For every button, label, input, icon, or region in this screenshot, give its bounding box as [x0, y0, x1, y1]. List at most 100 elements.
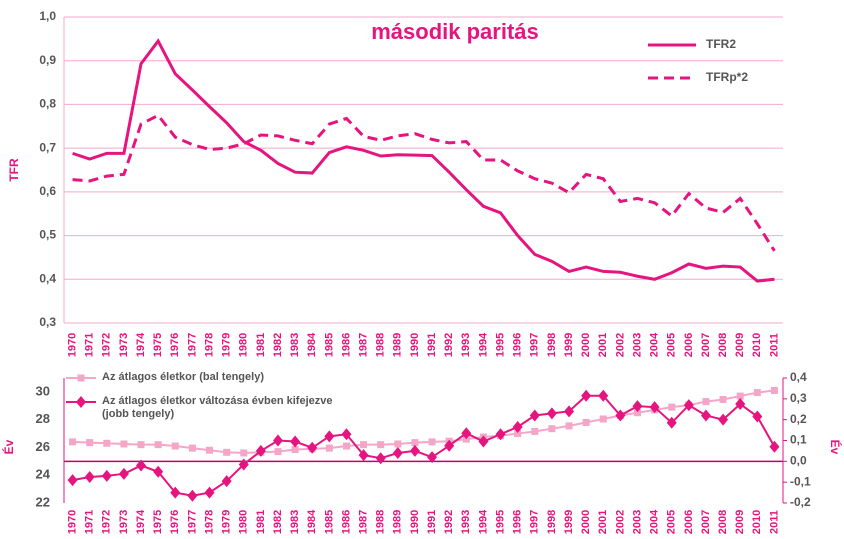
- marker: [411, 439, 419, 447]
- marker: [683, 399, 694, 412]
- x-tick-label: 1978: [203, 510, 215, 534]
- marker: [735, 398, 746, 411]
- marker: [67, 474, 78, 487]
- x-tick-label: 1979: [221, 333, 233, 357]
- marker: [599, 415, 607, 423]
- x-tick-label: 1976: [169, 510, 181, 534]
- marker: [255, 444, 266, 457]
- marker: [392, 447, 403, 459]
- marker: [478, 435, 489, 448]
- series-line: [72, 38, 775, 283]
- x-tick-label: 1974: [135, 332, 147, 357]
- x-tick-label: 1971: [84, 333, 96, 357]
- marker: [358, 449, 369, 462]
- y2-tick-label: -0,2: [790, 495, 811, 509]
- marker: [770, 387, 778, 394]
- marker: [700, 409, 711, 422]
- x-tick-label: 2011: [768, 333, 780, 357]
- y-tick-label: 0,8: [39, 97, 56, 111]
- x-tick-label: 2008: [717, 333, 729, 357]
- marker: [153, 465, 164, 478]
- x-tick-label: 1991: [426, 510, 438, 534]
- marker: [598, 389, 609, 402]
- x-tick-label: 1981: [255, 510, 267, 534]
- x-tick-label: 2009: [734, 510, 746, 534]
- x-tick-label: 2007: [700, 333, 712, 357]
- x-tick-label: 1987: [357, 510, 369, 534]
- x-tick-label: 1997: [529, 510, 541, 534]
- x-tick-label: 1982: [272, 333, 284, 357]
- x-tick-label: 2005: [666, 510, 678, 534]
- marker: [187, 489, 198, 502]
- legend-label: TFR2: [706, 37, 736, 51]
- x-tick-label: 1976: [169, 333, 181, 357]
- marker: [512, 420, 523, 433]
- y-tick-label: 0,5: [39, 228, 56, 242]
- x-tick-label: 1988: [375, 333, 387, 357]
- x-tick-label: 1997: [529, 333, 541, 357]
- y-tick-label: 0,7: [39, 140, 56, 154]
- y-tick-label: 0,9: [39, 53, 56, 67]
- x-tick-label: 2003: [631, 510, 643, 534]
- marker: [188, 444, 196, 452]
- y-tick-label: 1,0: [39, 9, 56, 23]
- marker: [409, 444, 420, 457]
- x-tick-label: 2004: [649, 332, 661, 357]
- x-tick-label: 1986: [340, 510, 352, 534]
- y-axis-label: Év: [1, 439, 16, 454]
- x-tick-label: 1999: [563, 510, 575, 534]
- marker: [649, 401, 660, 414]
- x-tick-label: 1972: [101, 333, 113, 357]
- marker: [272, 434, 283, 447]
- legend-label: TFRp*2: [706, 70, 748, 84]
- marker: [564, 405, 575, 418]
- marker: [377, 441, 385, 449]
- marker: [84, 470, 95, 483]
- x-tick-label: 2009: [734, 333, 746, 357]
- marker: [581, 389, 592, 402]
- marker: [769, 440, 780, 453]
- marker: [240, 449, 248, 457]
- x-tick-label: 1974: [135, 509, 147, 534]
- marker: [120, 440, 128, 448]
- marker: [221, 475, 232, 488]
- x-tick-label: 1989: [392, 510, 404, 534]
- marker: [170, 486, 181, 499]
- x-tick-label: 2007: [700, 510, 712, 534]
- marker: [171, 442, 179, 450]
- x-tick-label: 1985: [323, 510, 335, 534]
- x-tick-label: 1970: [66, 333, 78, 357]
- y-tick-label: 24: [36, 467, 51, 482]
- marker: [103, 439, 111, 447]
- marker: [204, 486, 215, 499]
- marker: [375, 452, 386, 465]
- marker: [342, 442, 350, 450]
- series-line: [72, 113, 776, 252]
- marker: [666, 416, 677, 429]
- x-tick-label: 1992: [443, 510, 455, 534]
- marker: [548, 425, 556, 433]
- y-tick-label: 26: [36, 439, 50, 454]
- y-tick-label: 0,6: [39, 184, 56, 198]
- x-tick-label: 2001: [597, 510, 609, 534]
- x-tick-label: 2004: [649, 509, 661, 534]
- x-tick-label: 2010: [751, 510, 763, 534]
- marker: [274, 448, 282, 456]
- x-tick-label: 2008: [717, 510, 729, 534]
- marker: [394, 440, 402, 448]
- x-tick-label: 2000: [580, 510, 592, 534]
- marker: [702, 398, 710, 406]
- marker: [461, 427, 472, 440]
- marker: [633, 409, 641, 417]
- marker: [615, 409, 626, 422]
- marker: [206, 446, 214, 454]
- x-tick-label: 1983: [289, 333, 301, 357]
- x-tick-label: 1985: [323, 333, 335, 357]
- marker: [565, 422, 573, 430]
- x-tick-label: 1990: [409, 510, 421, 534]
- x-tick-label: 1996: [512, 510, 524, 534]
- x-tick-label: 1984: [306, 509, 318, 534]
- x-tick-label: 1978: [203, 333, 215, 357]
- x-tick-label: 1977: [186, 510, 198, 534]
